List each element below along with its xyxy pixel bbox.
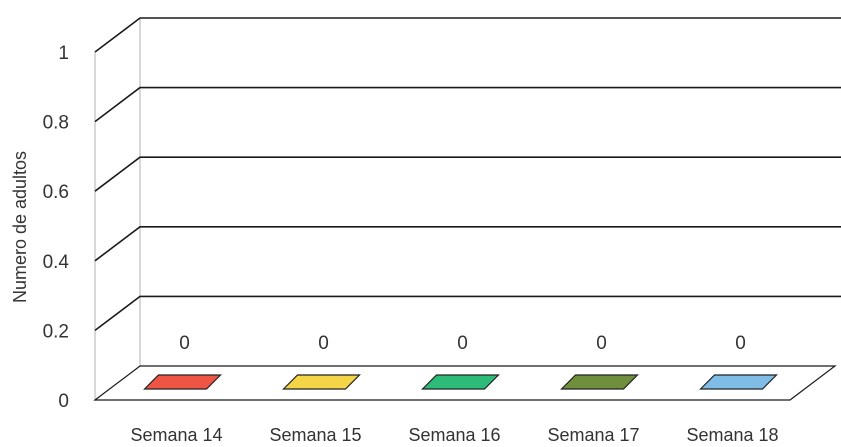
data-label: 0 [318,333,329,354]
y-tick-label: 0.2 [43,321,69,342]
x-category-label: Semana 16 [408,425,500,445]
y-tick-label: 0 [58,391,69,412]
data-labels: 0 0 0 0 0 [179,333,746,354]
data-label: 0 [179,333,190,354]
data-label: 0 [735,333,746,354]
x-category-label: Semana 15 [269,425,361,445]
y-tick-label: 0.8 [43,113,69,134]
gridline [94,17,841,53]
x-category-label: Semana 14 [130,425,222,445]
bar-semana-15 [282,374,361,390]
y-tick-label: 0.6 [43,182,69,203]
bar-semana-16 [421,374,500,390]
x-category-label: Semana 18 [686,425,778,445]
gridline [94,226,841,262]
y-axis-ticks: 0 0.2 0.4 0.6 0.8 1 [43,43,70,412]
x-category-label: Semana 17 [547,425,639,445]
gridline [94,156,841,192]
data-label: 0 [457,333,468,354]
bar-semana-18 [699,374,778,390]
y-tick-label: 1 [58,43,69,64]
data-label: 0 [596,333,607,354]
bar-semana-17 [560,374,639,390]
y-axis-title: Numero de adultos [10,151,30,303]
gridline [94,295,841,332]
gridlines [94,17,841,332]
bars [143,374,778,390]
y-tick-label: 0.4 [43,252,70,273]
chart-walls [94,18,141,400]
floor-plane [93,365,837,401]
chart-floor [93,365,837,401]
gridline [94,86,841,123]
bar-semana-14 [143,374,222,390]
x-axis-categories: Semana 14 Semana 15 Semana 16 Semana 17 Sema… [130,425,778,445]
